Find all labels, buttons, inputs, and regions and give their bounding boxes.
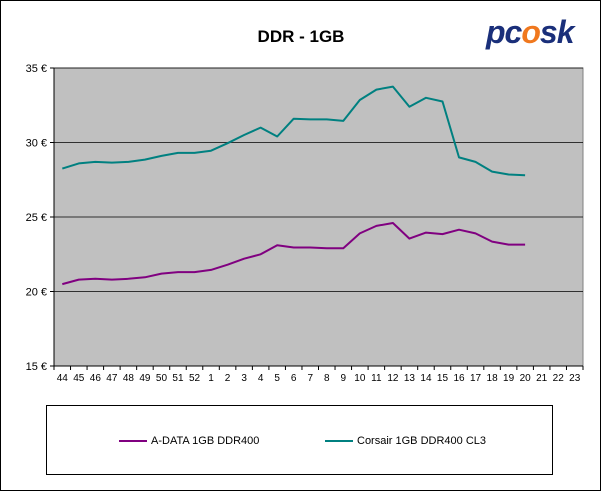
series-line-0 <box>62 222 526 286</box>
ytick-label-15: 15 € <box>26 361 47 373</box>
chart-legend: A-DATA 1GB DDR400 Corsair 1GB DDR400 CL3 <box>46 405 553 475</box>
xtick-label-50: 50 <box>156 373 168 384</box>
xtick-label-5: 5 <box>274 373 280 384</box>
legend-entry-corsair: Corsair 1GB DDR400 CL3 <box>325 435 486 447</box>
xtick-label-17: 17 <box>470 373 482 384</box>
xtick-label-22: 22 <box>553 373 565 384</box>
series-line-1 <box>61 85 526 177</box>
xtick-label-16: 16 <box>453 373 465 384</box>
xtick-label-11: 11 <box>371 373 382 384</box>
xtick-label-10: 10 <box>354 373 366 384</box>
legend-label-adata: A-DATA 1GB DDR400 <box>151 435 260 447</box>
xtick-label-7: 7 <box>307 373 313 384</box>
ytick-label-35: 35 € <box>26 63 47 75</box>
ytick-label-20: 20 € <box>26 287 47 299</box>
xtick-label-20: 20 <box>520 373 532 384</box>
logo-flame-letter: o <box>521 14 541 50</box>
chart-title: DDR - 1GB <box>258 27 345 46</box>
logo-text-left: pc <box>486 14 522 50</box>
xtick-label-14: 14 <box>420 373 432 384</box>
xtick-label-46: 46 <box>90 373 102 384</box>
xtick-label-18: 18 <box>487 373 499 384</box>
ytick-label-25: 25 € <box>26 212 47 224</box>
xtick-label-3: 3 <box>241 373 247 384</box>
xtick-label-12: 12 <box>387 373 399 384</box>
xtick-label-47: 47 <box>106 373 118 384</box>
xtick-label-1: 1 <box>208 373 214 384</box>
xtick-label-45: 45 <box>73 373 85 384</box>
xtick-label-49: 49 <box>139 373 151 384</box>
xtick-label-23: 23 <box>569 373 581 384</box>
xtick-label-51: 51 <box>172 373 184 384</box>
xtick-label-19: 19 <box>503 373 515 384</box>
xtick-label-48: 48 <box>123 373 135 384</box>
xtick-label-6: 6 <box>291 373 297 384</box>
xtick-label-21: 21 <box>536 373 548 384</box>
legend-label-corsair: Corsair 1GB DDR400 CL3 <box>357 435 486 447</box>
xtick-label-4: 4 <box>258 373 264 384</box>
xtick-label-2: 2 <box>225 373 231 384</box>
xtick-label-15: 15 <box>437 373 449 384</box>
pcosk-logo: pcosk <box>486 14 575 51</box>
xtick-label-52: 52 <box>189 373 201 384</box>
xtick-label-9: 9 <box>341 373 347 384</box>
ytick-label-30: 30 € <box>26 138 47 150</box>
xtick-label-44: 44 <box>57 373 69 384</box>
xtick-label-8: 8 <box>324 373 330 384</box>
logo-text-right: sk <box>539 14 575 50</box>
legend-entry-adata: A-DATA 1GB DDR400 <box>119 435 259 447</box>
xtick-label-13: 13 <box>404 373 416 384</box>
legend-swatch-corsair <box>325 440 353 442</box>
legend-swatch-adata <box>119 440 147 442</box>
